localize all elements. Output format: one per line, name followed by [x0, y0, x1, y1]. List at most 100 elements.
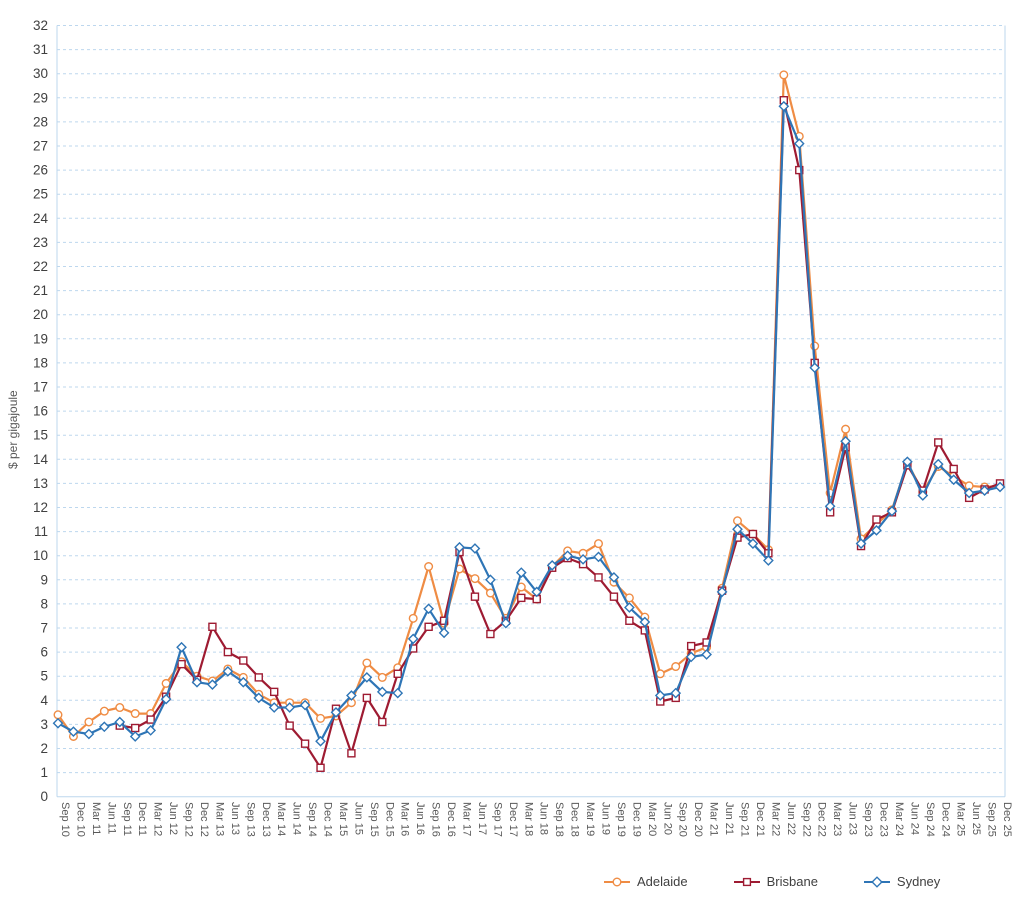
- svg-text:13: 13: [33, 476, 48, 491]
- y-axis-title: $ per gigajoule: [6, 390, 20, 469]
- svg-text:Mar 11: Mar 11: [90, 802, 102, 835]
- svg-text:Sep 13: Sep 13: [244, 802, 256, 837]
- svg-text:Jun 18: Jun 18: [538, 802, 550, 835]
- svg-text:Dec 15: Dec 15: [383, 802, 395, 837]
- svg-text:Dec 18: Dec 18: [569, 802, 581, 837]
- svg-text:Mar 14: Mar 14: [275, 802, 287, 836]
- svg-text:16: 16: [33, 404, 48, 419]
- svg-text:Mar 16: Mar 16: [399, 802, 411, 836]
- svg-text:Dec 11: Dec 11: [136, 802, 148, 836]
- svg-text:Mar 17: Mar 17: [461, 802, 473, 836]
- svg-text:Sep 16: Sep 16: [430, 802, 442, 837]
- svg-text:Dec 12: Dec 12: [198, 802, 210, 837]
- svg-text:Mar 25: Mar 25: [955, 802, 967, 836]
- svg-text:Mar 18: Mar 18: [522, 802, 534, 836]
- svg-text:Mar 23: Mar 23: [831, 802, 843, 836]
- svg-text:Mar 12: Mar 12: [152, 802, 164, 836]
- svg-text:9: 9: [40, 572, 48, 587]
- svg-text:1: 1: [40, 765, 48, 780]
- svg-text:Mar 19: Mar 19: [584, 802, 596, 836]
- svg-text:Sep 25: Sep 25: [986, 802, 998, 837]
- svg-text:20: 20: [33, 307, 48, 322]
- svg-text:Mar 20: Mar 20: [646, 802, 658, 836]
- svg-text:12: 12: [33, 500, 48, 515]
- svg-text:26: 26: [33, 163, 48, 178]
- svg-text:Dec 22: Dec 22: [816, 802, 828, 837]
- legend-label-adelaide: Adelaide: [637, 874, 688, 889]
- svg-text:10: 10: [33, 548, 48, 563]
- svg-text:4: 4: [40, 693, 48, 708]
- svg-text:Sep 19: Sep 19: [615, 802, 627, 837]
- sydney-markers: [52, 100, 1006, 747]
- svg-text:0: 0: [40, 789, 48, 804]
- series-sydney: [52, 100, 1006, 747]
- svg-text:Jun 20: Jun 20: [661, 802, 673, 835]
- svg-text:31: 31: [33, 42, 48, 57]
- svg-text:Mar 22: Mar 22: [769, 802, 781, 836]
- svg-text:Sep 22: Sep 22: [800, 802, 812, 837]
- svg-text:25: 25: [33, 187, 48, 202]
- svg-text:8: 8: [40, 596, 48, 611]
- svg-text:Dec 24: Dec 24: [939, 802, 951, 837]
- svg-text:18: 18: [33, 355, 48, 370]
- svg-text:Dec 19: Dec 19: [630, 802, 642, 837]
- svg-text:14: 14: [33, 452, 49, 467]
- svg-text:Jun 21: Jun 21: [723, 802, 735, 835]
- svg-text:Sep 12: Sep 12: [183, 802, 195, 837]
- svg-text:Dec 14: Dec 14: [322, 802, 334, 837]
- series-adelaide: [53, 70, 1005, 741]
- y-tick-labels: 0123456789101112131415161718192021222324…: [33, 18, 49, 804]
- svg-text:Jun 12: Jun 12: [167, 802, 179, 835]
- svg-text:21: 21: [33, 283, 48, 298]
- svg-text:Jun 22: Jun 22: [785, 802, 797, 835]
- svg-text:Dec 21: Dec 21: [754, 802, 766, 837]
- adelaide-legend-marker-icon: [604, 876, 630, 888]
- y-gridlines: [57, 25, 1005, 774]
- svg-text:Jun 13: Jun 13: [229, 802, 241, 835]
- svg-text:Jun 16: Jun 16: [414, 802, 426, 835]
- sydney-legend-marker-icon: [863, 875, 890, 888]
- svg-text:6: 6: [40, 645, 48, 660]
- adelaide-line: [57, 73, 1001, 738]
- svg-text:Sep 11: Sep 11: [121, 802, 133, 836]
- svg-text:Dec 20: Dec 20: [692, 802, 704, 837]
- svg-text:Dec 16: Dec 16: [445, 802, 457, 837]
- brisbane-markers: [115, 96, 1005, 772]
- sydney-line: [57, 105, 1001, 743]
- svg-text:Mar 21: Mar 21: [708, 802, 720, 836]
- series-brisbane: [115, 96, 1005, 772]
- svg-text:3: 3: [40, 717, 48, 732]
- svg-text:Sep 18: Sep 18: [553, 802, 565, 837]
- svg-text:Sep 23: Sep 23: [862, 802, 874, 837]
- brisbane-legend-marker-icon: [733, 876, 760, 888]
- legend: Adelaide Brisbane Sydney: [604, 874, 940, 889]
- svg-text:Dec 10: Dec 10: [74, 802, 86, 837]
- svg-text:11: 11: [34, 524, 48, 539]
- svg-text:Jun 17: Jun 17: [476, 802, 488, 835]
- svg-text:17: 17: [33, 380, 48, 395]
- svg-text:19: 19: [33, 331, 48, 346]
- svg-text:Jun 23: Jun 23: [847, 802, 859, 835]
- legend-item-adelaide: Adelaide: [604, 874, 688, 889]
- svg-text:Sep 17: Sep 17: [491, 802, 503, 837]
- svg-text:Dec 23: Dec 23: [877, 802, 889, 837]
- brisbane-line: [119, 99, 1001, 769]
- legend-item-sydney: Sydney: [863, 874, 941, 889]
- axis-spines: [56, 25, 1006, 798]
- legend-label-sydney: Sydney: [896, 874, 941, 889]
- svg-text:Mar 24: Mar 24: [893, 802, 905, 836]
- svg-text:Sep 14: Sep 14: [306, 802, 318, 837]
- svg-text:23: 23: [33, 235, 48, 250]
- svg-text:15: 15: [33, 428, 48, 443]
- svg-text:29: 29: [33, 90, 48, 105]
- x-tick-labels: Sep 10 Dec 10 Mar 11 Jun 11 Sep 11 Dec 11 Mar …: [59, 802, 1013, 837]
- svg-text:Jun 25: Jun 25: [970, 802, 982, 835]
- svg-text:27: 27: [33, 139, 48, 154]
- svg-text:Jun 19: Jun 19: [600, 802, 612, 835]
- svg-text:Sep 20: Sep 20: [677, 802, 689, 837]
- legend-label-brisbane: Brisbane: [766, 874, 818, 889]
- svg-text:Sep 24: Sep 24: [924, 802, 936, 837]
- svg-text:Dec 25: Dec 25: [1001, 802, 1013, 837]
